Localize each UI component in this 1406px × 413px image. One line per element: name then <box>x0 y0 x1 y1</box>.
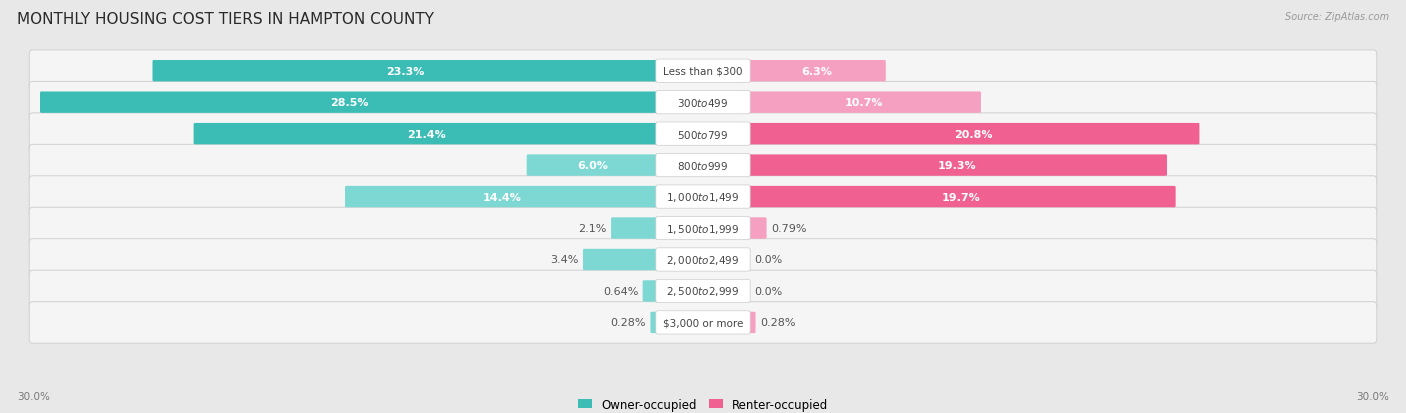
FancyBboxPatch shape <box>612 218 658 239</box>
FancyBboxPatch shape <box>748 218 766 239</box>
Text: 10.7%: 10.7% <box>845 98 883 108</box>
FancyBboxPatch shape <box>194 123 658 145</box>
FancyBboxPatch shape <box>30 145 1376 186</box>
FancyBboxPatch shape <box>655 154 751 177</box>
FancyBboxPatch shape <box>30 176 1376 218</box>
Text: 19.3%: 19.3% <box>938 161 977 171</box>
Text: 0.28%: 0.28% <box>759 318 796 328</box>
FancyBboxPatch shape <box>30 114 1376 155</box>
FancyBboxPatch shape <box>655 185 751 209</box>
Text: 6.3%: 6.3% <box>801 66 832 76</box>
FancyBboxPatch shape <box>30 208 1376 249</box>
FancyBboxPatch shape <box>748 123 1199 145</box>
Text: 2.1%: 2.1% <box>578 223 607 233</box>
FancyBboxPatch shape <box>655 123 751 146</box>
FancyBboxPatch shape <box>30 239 1376 280</box>
Text: $2,000 to $2,499: $2,000 to $2,499 <box>666 253 740 266</box>
FancyBboxPatch shape <box>30 51 1376 92</box>
Text: 0.64%: 0.64% <box>603 286 638 296</box>
Text: 0.28%: 0.28% <box>610 318 647 328</box>
Text: 3.4%: 3.4% <box>550 255 579 265</box>
FancyBboxPatch shape <box>655 217 751 240</box>
Text: 19.7%: 19.7% <box>942 192 981 202</box>
Text: $1,000 to $1,499: $1,000 to $1,499 <box>666 190 740 204</box>
Text: $2,500 to $2,999: $2,500 to $2,999 <box>666 285 740 298</box>
Text: 23.3%: 23.3% <box>387 66 425 76</box>
FancyBboxPatch shape <box>655 60 751 83</box>
Text: 28.5%: 28.5% <box>330 98 368 108</box>
Text: 21.4%: 21.4% <box>406 129 446 139</box>
Text: MONTHLY HOUSING COST TIERS IN HAMPTON COUNTY: MONTHLY HOUSING COST TIERS IN HAMPTON CO… <box>17 12 434 27</box>
FancyBboxPatch shape <box>748 61 886 82</box>
Text: $800 to $999: $800 to $999 <box>678 160 728 172</box>
Text: $1,500 to $1,999: $1,500 to $1,999 <box>666 222 740 235</box>
FancyBboxPatch shape <box>655 91 751 114</box>
FancyBboxPatch shape <box>655 248 751 271</box>
FancyBboxPatch shape <box>39 92 658 114</box>
FancyBboxPatch shape <box>30 302 1376 343</box>
Text: 6.0%: 6.0% <box>578 161 609 171</box>
Text: 20.8%: 20.8% <box>955 129 993 139</box>
Text: 30.0%: 30.0% <box>1357 391 1389 401</box>
Text: Source: ZipAtlas.com: Source: ZipAtlas.com <box>1285 12 1389 22</box>
Text: 14.4%: 14.4% <box>482 192 522 202</box>
Legend: Owner-occupied, Renter-occupied: Owner-occupied, Renter-occupied <box>574 394 832 413</box>
FancyBboxPatch shape <box>748 186 1175 208</box>
FancyBboxPatch shape <box>651 312 658 333</box>
FancyBboxPatch shape <box>655 311 751 334</box>
Text: $3,000 or more: $3,000 or more <box>662 318 744 328</box>
FancyBboxPatch shape <box>344 186 658 208</box>
FancyBboxPatch shape <box>748 92 981 114</box>
Text: 0.0%: 0.0% <box>754 255 782 265</box>
Text: Less than $300: Less than $300 <box>664 66 742 76</box>
FancyBboxPatch shape <box>583 249 658 271</box>
FancyBboxPatch shape <box>527 155 658 176</box>
Text: 0.0%: 0.0% <box>754 286 782 296</box>
Text: 30.0%: 30.0% <box>17 391 49 401</box>
FancyBboxPatch shape <box>30 271 1376 312</box>
Text: $300 to $499: $300 to $499 <box>678 97 728 109</box>
FancyBboxPatch shape <box>30 82 1376 123</box>
FancyBboxPatch shape <box>748 155 1167 176</box>
Text: $500 to $799: $500 to $799 <box>678 128 728 140</box>
FancyBboxPatch shape <box>748 312 755 333</box>
Text: 0.79%: 0.79% <box>770 223 807 233</box>
FancyBboxPatch shape <box>152 61 658 82</box>
FancyBboxPatch shape <box>655 280 751 303</box>
FancyBboxPatch shape <box>643 280 658 302</box>
